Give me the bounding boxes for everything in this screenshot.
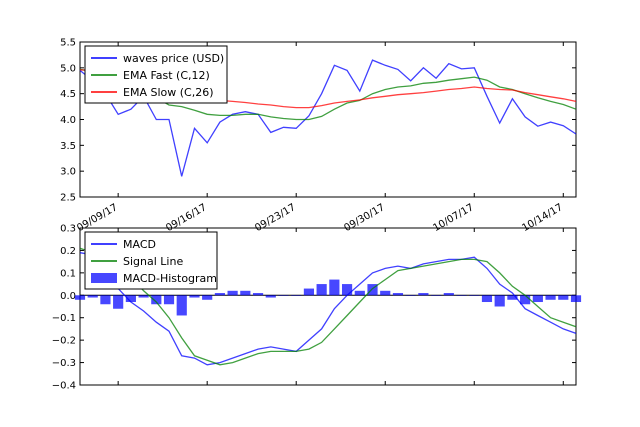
histogram-bar xyxy=(291,295,302,296)
x-tick-label: 09/09/17 xyxy=(75,202,119,234)
histogram-bar xyxy=(125,295,136,303)
histogram-bar xyxy=(507,295,518,300)
y-tick-label: 0.0 xyxy=(60,291,76,302)
histogram-bar xyxy=(240,290,251,296)
histogram-bar xyxy=(532,295,543,303)
histogram-bar xyxy=(138,295,149,298)
legend-label: EMA Slow (C,26) xyxy=(123,86,213,99)
y-tick-label: −0.4 xyxy=(52,381,76,392)
histogram-bar xyxy=(469,295,480,296)
y-tick-label: 3.5 xyxy=(60,141,76,152)
x-tick-label: 09/16/17 xyxy=(164,202,208,234)
histogram-bar xyxy=(214,293,225,296)
histogram-bar xyxy=(227,290,238,296)
x-tick-label: 10/07/17 xyxy=(431,202,475,234)
histogram-bar xyxy=(354,290,365,296)
histogram-bar xyxy=(252,293,264,296)
y-tick-label: 0.3 xyxy=(60,224,76,235)
histogram-bar xyxy=(456,295,467,296)
macd-panel: −0.4 −0.3 −0.2 −0.1 0.0 0.1 0.2 0.3 MACD Signal L… xyxy=(52,224,582,392)
price-panel: 2.5 3.0 3.5 4.0 4.5 5.0 5.5 09/09/17 09/16/17 09/… xyxy=(60,38,577,234)
histogram-bar xyxy=(202,295,213,300)
plot-area-frame xyxy=(79,227,577,386)
histogram-bar xyxy=(367,284,378,296)
legend-swatch xyxy=(91,273,117,283)
histogram-bar xyxy=(278,295,289,296)
histogram-bar xyxy=(100,295,111,305)
histogram-bar xyxy=(405,295,416,296)
histogram-bar xyxy=(303,288,315,296)
histogram-bar xyxy=(418,293,429,296)
y-tick-label: −0.2 xyxy=(52,336,76,347)
histogram-bar xyxy=(570,295,582,303)
histogram-bar xyxy=(392,293,404,296)
x-tick-label: 09/23/17 xyxy=(253,202,297,234)
histogram-bar xyxy=(341,284,353,296)
histogram-bar xyxy=(380,290,391,296)
y-tick-label: 4.5 xyxy=(60,89,76,100)
legend-label: MACD-Histogram xyxy=(123,272,217,285)
histogram-bar xyxy=(74,295,86,300)
y-tick-label: −0.1 xyxy=(52,313,76,324)
histogram-bar xyxy=(494,295,505,307)
y-tick-label: 3.0 xyxy=(60,167,76,178)
legend-label: MACD xyxy=(123,238,156,251)
histogram-bar xyxy=(443,293,454,296)
y-tick-label: 5.0 xyxy=(60,63,76,74)
y-tick-label: 0.2 xyxy=(60,246,76,257)
histogram-bar xyxy=(545,295,556,300)
histogram-bar xyxy=(265,295,276,298)
histogram-bar xyxy=(431,295,442,296)
histogram-bar xyxy=(151,295,162,305)
histogram-bar xyxy=(316,284,327,296)
histogram-bar xyxy=(520,295,531,305)
legend-label: Signal Line xyxy=(123,255,183,268)
histogram-bar xyxy=(176,295,187,316)
legend-label: waves price (USD) xyxy=(123,52,224,65)
y-tick-label: 4.0 xyxy=(60,115,76,126)
histogram-bar xyxy=(558,295,569,300)
histogram-bar xyxy=(329,279,340,296)
macd-line xyxy=(79,252,577,366)
waves-price-usd-line xyxy=(79,59,577,177)
histogram-bar xyxy=(189,295,200,298)
signal-line-line xyxy=(79,247,577,366)
histogram-bar xyxy=(163,295,175,305)
x-tick-label: 10/14/17 xyxy=(520,202,564,234)
y-tick-label: 2.5 xyxy=(60,193,76,204)
legend-label: EMA Fast (C,12) xyxy=(123,69,210,82)
y-tick-label: 5.5 xyxy=(60,38,76,49)
y-tick-label: −0.3 xyxy=(52,358,76,369)
histogram-bar xyxy=(481,295,493,303)
histogram-bar xyxy=(113,295,124,309)
x-tick-label: 09/30/17 xyxy=(342,202,386,234)
histogram-bar xyxy=(87,295,98,298)
y-tick-label: 0.1 xyxy=(60,268,76,279)
